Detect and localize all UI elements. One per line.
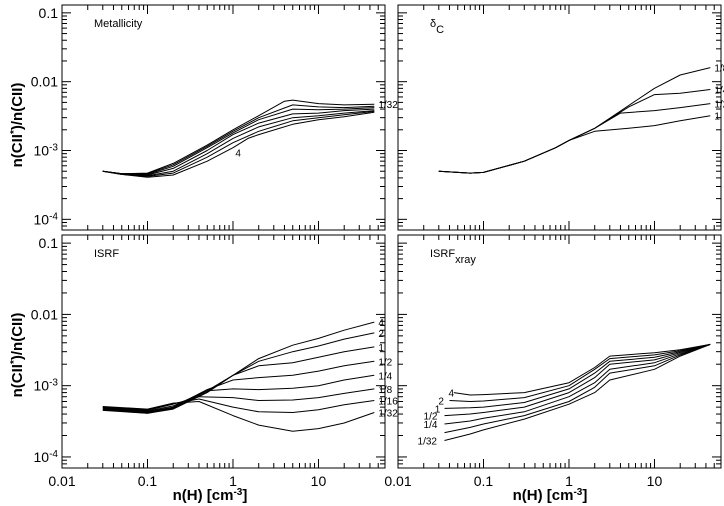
y-tick-label: 10-4: [34, 211, 59, 228]
chart-panels: 0.10.0110-310-4Metallicity1/324δC1/81/41…: [31, 4, 724, 489]
series-line: [444, 343, 711, 441]
series-line: [444, 343, 711, 409]
y-axis-label: n(CII*)/n(CII): [9, 313, 27, 398]
series-line: [102, 332, 375, 414]
series-label: 1: [435, 404, 441, 415]
series-line: [102, 104, 375, 175]
series-line: [438, 67, 711, 174]
series-label: 2: [438, 396, 444, 407]
series-label: 1/4: [424, 420, 438, 431]
series-line: [438, 89, 711, 174]
x-tick-label: 10: [647, 473, 663, 489]
x-tick-label: 0.1: [474, 473, 494, 489]
y-tick-label: 10-3: [34, 377, 59, 394]
series-label: 1/2: [714, 100, 724, 111]
series-line: [102, 388, 375, 411]
series-line: [102, 346, 375, 413]
series-line: [444, 343, 711, 434]
series-line: [449, 343, 711, 402]
series-line: [438, 115, 711, 174]
plot-frame: [397, 4, 722, 231]
series-label: 4: [235, 148, 241, 159]
x-tick-label: 0.01: [48, 473, 75, 489]
x-tick-label: 0.1: [138, 473, 158, 489]
series-label: 1/8: [714, 64, 724, 75]
series-line: [102, 110, 375, 177]
y-axis-label: n(CII*)/n(CII): [9, 83, 27, 168]
x-axis-label: n(H) [cm-3]: [513, 487, 588, 505]
series-label: 1/4: [714, 85, 724, 96]
series-label: 4: [449, 389, 455, 400]
series-label: 2: [378, 329, 384, 340]
y-tick-label: 10-4: [34, 448, 59, 465]
series-label: 1: [378, 343, 384, 354]
x-tick-label: 1: [229, 473, 237, 489]
y-tick-label: 0.01: [31, 306, 58, 322]
y-tick-label: 0.01: [31, 74, 58, 90]
series-label: 1/8: [378, 385, 392, 396]
series-line: [102, 374, 375, 412]
panel-label: ISRF: [94, 248, 119, 260]
chart-panel: δC 1/8 1/4 1/21: [397, 4, 724, 231]
y-tick-label: 0.1: [39, 235, 59, 251]
series-label: 1/32: [378, 409, 398, 420]
chart-panel: 0.1 0.01 10-3 10-4 Metallicity 1/32 4: [31, 4, 398, 231]
series-label: 1/32: [378, 100, 398, 111]
series-label: 1/4: [378, 371, 392, 382]
x-tick-label: 10: [311, 473, 327, 489]
axis-labels: n(H) [cm-3] n(H) [cm-3] n(CII*)/n(CII) n…: [9, 83, 588, 504]
chart-panel: 0.1 0.01 10-3 10-4 0.01 0.1 1 10 ISRF 42 1 1/2 1/4 1/…: [31, 234, 398, 489]
x-tick-label: 1: [565, 473, 573, 489]
x-tick-label: 0.01: [384, 473, 411, 489]
series-line: [453, 343, 711, 396]
series-line: [444, 343, 711, 417]
series-line: [102, 111, 375, 178]
series-label: 1: [714, 112, 720, 123]
series-line: [102, 108, 375, 176]
plot-frame: [61, 234, 386, 469]
series-line: [444, 343, 711, 425]
y-tick-label: 10-3: [34, 142, 59, 159]
x-axis-label: n(H) [cm-3]: [173, 487, 248, 505]
series-line: [102, 360, 375, 413]
y-tick-label: 0.1: [39, 5, 59, 21]
series-label: 4: [378, 318, 384, 329]
series-label: 1/2: [424, 412, 438, 423]
series-line: [102, 398, 375, 413]
panel-label: δC: [430, 18, 444, 36]
series-line: [102, 401, 375, 432]
series-label: 1/32: [418, 437, 438, 448]
series-label: 1/2: [378, 357, 392, 368]
series-label: 1/16: [378, 396, 398, 407]
panel-label: ISRFxray: [430, 248, 476, 266]
panel-label: Metallicity: [94, 18, 143, 30]
series-line: [102, 110, 375, 177]
